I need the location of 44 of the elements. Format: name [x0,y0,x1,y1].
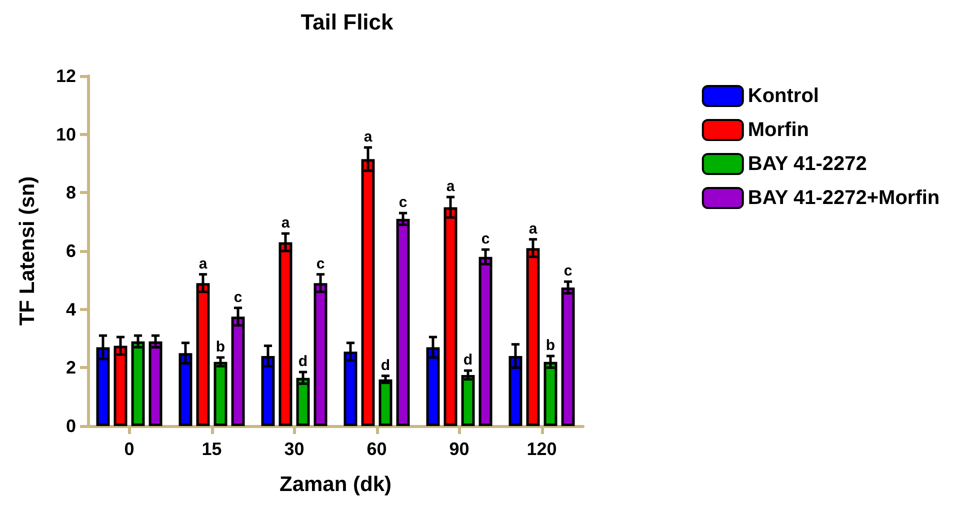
data-label: c [398,194,408,212]
x-tick-label: 0 [124,439,134,459]
data-label: a [528,220,538,238]
bar [378,379,392,426]
data-label: a [198,255,208,272]
y-tick-label: 6 [66,241,76,261]
bar [544,362,558,426]
bar [461,374,475,426]
bar [131,341,145,426]
y-tick-label: 10 [56,124,76,144]
legend-label: BAY 41-2272 [748,153,867,175]
data-label: c [564,262,572,280]
x-tick-label: 120 [526,439,557,459]
legend-label: Kontrol [748,85,819,107]
data-label: d [463,352,473,369]
data-label: d [298,353,308,370]
bar [561,287,575,426]
x-tick-label: 90 [449,439,470,459]
y-tick-label: 2 [66,358,76,378]
x-axis-title: Zaman (dk) [279,473,392,496]
data-label: a [364,128,373,146]
legend-label: BAY 41-2272+Morfin [748,187,940,209]
x-tick-label: 60 [366,439,387,459]
y-tick-label: 4 [66,299,76,320]
data-label: a [281,214,290,232]
legend-label: Morfin [748,119,809,141]
data-label: b [546,337,556,354]
y-tick-label: 12 [56,66,76,86]
bar [214,362,228,426]
bar [148,341,162,426]
x-tick-label: 15 [202,439,222,459]
y-tick-label: 0 [66,416,76,436]
data-label: c [234,288,242,306]
data-label: c [481,230,490,248]
bar [296,378,310,426]
data-label: a [446,178,456,196]
chart-title: Tail Flick [300,10,394,34]
y-tick-label: 8 [66,182,76,203]
data-label: d [380,356,390,374]
bar [396,218,410,426]
x-tick-label: 30 [284,439,304,459]
y-axis-title: TF Latensi (sn) [16,176,39,326]
data-label: b [216,338,226,356]
data-label: c [316,255,325,272]
